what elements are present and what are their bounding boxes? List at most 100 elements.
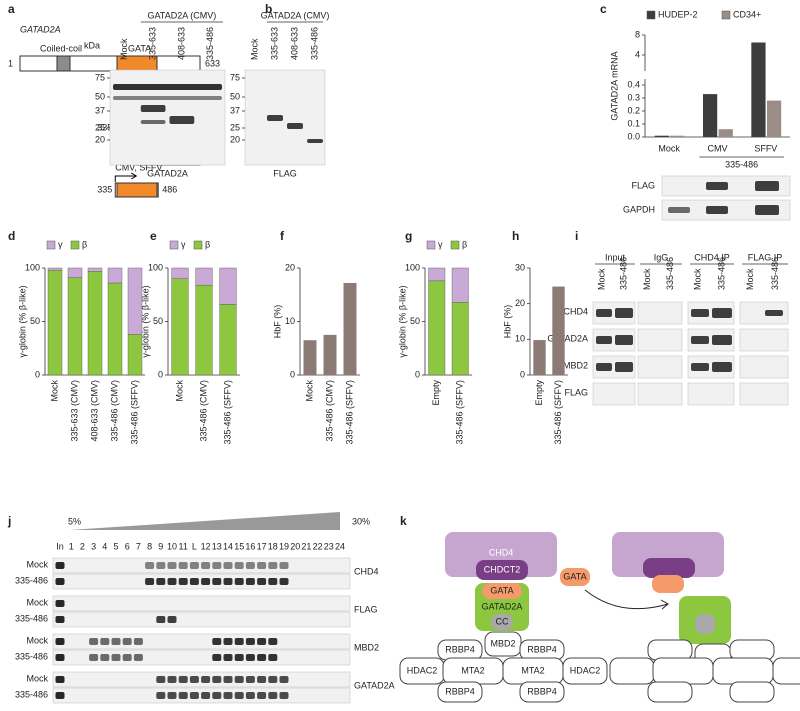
blot	[637, 328, 683, 352]
y-tick-label: 100	[405, 262, 420, 272]
band	[122, 654, 132, 661]
group-label: 335-486	[725, 159, 758, 169]
blot	[687, 355, 735, 379]
blot	[637, 301, 683, 325]
band	[201, 676, 211, 683]
protein-label: GATAD2A	[354, 680, 395, 690]
complex-label: MBD2	[490, 638, 515, 648]
panel-label: e	[150, 229, 157, 243]
band	[55, 692, 65, 699]
band	[89, 638, 99, 645]
bar-segment	[451, 267, 469, 303]
x-tick-label: 335-486 (CMV)	[198, 380, 208, 442]
lane-label: 335-633	[148, 27, 158, 60]
marker: 25	[230, 122, 240, 132]
legend-label: γ	[58, 239, 63, 249]
band	[100, 638, 110, 645]
legend-swatch	[450, 240, 460, 250]
y-tick-label: 50	[153, 316, 163, 326]
blot	[244, 69, 326, 166]
band	[167, 616, 177, 623]
y-tick-label: 4	[635, 49, 640, 59]
residue: 486	[162, 184, 177, 194]
free-gata-label: GATA	[563, 571, 586, 581]
band	[133, 654, 143, 661]
lane-label: 335-486	[770, 257, 780, 290]
band	[140, 105, 166, 112]
band	[223, 676, 233, 683]
subunit	[729, 681, 775, 703]
blot	[637, 382, 683, 406]
band	[712, 308, 732, 318]
band	[268, 654, 278, 661]
band	[234, 692, 244, 699]
band	[223, 638, 233, 645]
band	[257, 638, 267, 645]
band	[156, 676, 166, 683]
bar-segment	[195, 267, 213, 286]
y-tick-label: 20	[515, 298, 525, 308]
band	[212, 638, 222, 645]
bar	[552, 286, 565, 375]
gata	[482, 583, 522, 599]
residue: 335	[97, 184, 112, 194]
band	[55, 562, 65, 569]
complex-label: RBBP4	[527, 644, 557, 654]
coiled-coil	[56, 55, 71, 72]
band	[596, 336, 612, 344]
group-label: Input	[605, 252, 626, 262]
y-tick-label: 10	[515, 334, 525, 344]
subunit	[437, 681, 483, 703]
lane-label: 335-486	[205, 27, 215, 60]
axis-break	[641, 71, 649, 79]
band	[113, 84, 222, 90]
fraction: 17	[257, 541, 267, 551]
x-tick-label: 335-486 (CMV)	[324, 380, 334, 442]
sample-label: Mock	[26, 673, 48, 683]
bar	[766, 100, 782, 137]
band	[691, 309, 709, 317]
band	[287, 123, 303, 129]
fraction: 22	[313, 541, 323, 551]
row-label: GAPDH	[623, 204, 655, 214]
sample-label: Mock	[26, 597, 48, 607]
band	[755, 205, 779, 215]
fraction: 6	[125, 541, 130, 551]
fraction: 12	[201, 541, 211, 551]
residue: 633	[205, 58, 220, 68]
band	[268, 692, 278, 699]
fraction: 20	[290, 541, 300, 551]
bar-segment	[107, 282, 123, 376]
band	[167, 692, 177, 699]
band	[122, 638, 132, 645]
bar-segment	[428, 280, 446, 376]
sample-label: Mock	[26, 559, 48, 569]
group-label: CHD4 IP	[694, 252, 730, 262]
sample-label: Mock	[26, 635, 48, 645]
band	[615, 335, 633, 345]
fraction: 4	[102, 541, 107, 551]
bar	[670, 135, 685, 137]
bar-segment	[47, 267, 63, 271]
y-axis-label: HbF (%)	[502, 305, 512, 339]
sample-label: 335-486	[15, 689, 48, 699]
blot	[52, 633, 351, 650]
legend-swatch	[169, 240, 179, 250]
marker: 37	[230, 105, 240, 115]
band	[691, 363, 709, 371]
complex-label: RBBP4	[527, 686, 557, 696]
antibody-label: FLAG	[273, 168, 297, 178]
gradient	[70, 512, 340, 530]
band	[257, 676, 267, 683]
blot	[52, 595, 351, 612]
band	[279, 578, 289, 585]
subunit	[772, 657, 800, 685]
bar-segment	[67, 267, 83, 278]
complex-label: RBBP4	[445, 644, 475, 654]
protein-label: MBD2	[354, 642, 379, 652]
band	[307, 139, 323, 143]
y-tick-label: 100	[25, 262, 40, 272]
row-label: FLAG	[631, 180, 655, 190]
band	[257, 578, 267, 585]
panel-label: b	[265, 2, 272, 16]
